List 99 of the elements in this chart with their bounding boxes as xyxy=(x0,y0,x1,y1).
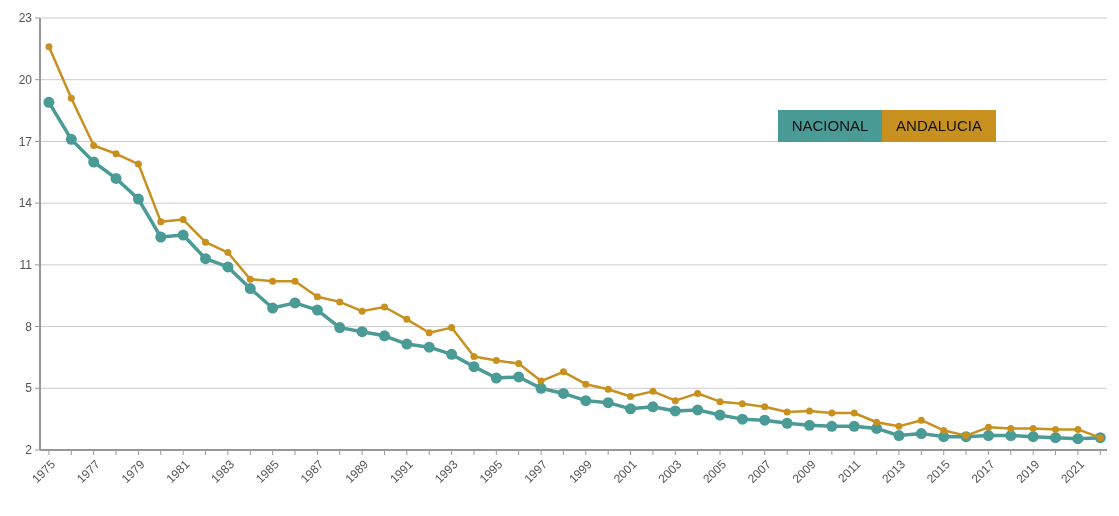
point xyxy=(984,423,992,431)
text: ANDALUCIA xyxy=(896,117,982,135)
point xyxy=(602,397,614,409)
point xyxy=(378,330,390,342)
point xyxy=(1029,424,1037,432)
point xyxy=(1052,425,1060,433)
point xyxy=(356,326,368,338)
point xyxy=(110,172,122,184)
point xyxy=(1072,433,1084,445)
point xyxy=(515,360,523,368)
point xyxy=(336,298,344,306)
point xyxy=(537,377,545,385)
point xyxy=(244,283,256,295)
point xyxy=(915,428,927,440)
point xyxy=(88,156,100,168)
point xyxy=(982,430,994,442)
point xyxy=(401,338,413,350)
point xyxy=(738,400,746,408)
point xyxy=(490,372,502,384)
point xyxy=(358,307,366,315)
point xyxy=(291,277,299,285)
point xyxy=(759,414,771,426)
point xyxy=(649,387,657,395)
point xyxy=(805,407,813,415)
point xyxy=(582,380,590,388)
point xyxy=(67,94,75,102)
y-tick-label: 8 xyxy=(25,319,33,334)
point xyxy=(557,387,569,399)
point xyxy=(224,249,232,257)
point xyxy=(90,142,98,150)
y-tick-label: 23 xyxy=(18,11,33,26)
text: NACIONAL xyxy=(791,117,869,135)
point xyxy=(269,277,277,285)
point xyxy=(446,348,458,360)
point xyxy=(625,403,637,415)
point xyxy=(470,352,478,360)
point xyxy=(714,409,726,421)
point xyxy=(311,304,323,316)
point xyxy=(647,401,659,413)
point xyxy=(580,395,592,407)
point xyxy=(1074,425,1082,433)
y-tick-label: 20 xyxy=(18,72,33,87)
point xyxy=(134,160,142,168)
point xyxy=(200,253,212,265)
point xyxy=(692,404,704,416)
point xyxy=(267,302,279,314)
point xyxy=(559,368,567,376)
point xyxy=(246,275,254,283)
point xyxy=(783,408,791,416)
point xyxy=(289,297,301,309)
point xyxy=(425,329,433,337)
point xyxy=(873,418,881,426)
y-tick-label: 2 xyxy=(25,443,33,458)
point xyxy=(940,426,948,434)
point xyxy=(895,422,903,430)
point xyxy=(157,218,165,226)
point xyxy=(1050,432,1062,444)
point xyxy=(112,150,120,158)
point xyxy=(132,193,144,205)
point xyxy=(917,416,925,424)
point xyxy=(694,389,702,397)
point xyxy=(781,417,793,429)
point xyxy=(313,293,321,301)
point xyxy=(1007,424,1015,432)
point xyxy=(403,315,411,323)
y-tick-label: 14 xyxy=(18,196,33,211)
y-tick-label: 17 xyxy=(18,134,33,149)
point xyxy=(1005,430,1017,442)
point xyxy=(45,43,53,51)
point xyxy=(155,231,167,243)
y-tick-label: 5 xyxy=(25,381,33,396)
point xyxy=(448,324,456,332)
y-tick-label: 11 xyxy=(19,258,33,273)
point xyxy=(1027,431,1039,443)
point xyxy=(671,397,679,405)
point xyxy=(828,409,836,417)
point xyxy=(513,371,525,383)
point xyxy=(716,398,724,406)
point xyxy=(604,385,612,393)
point xyxy=(334,322,346,334)
point xyxy=(492,357,500,365)
point xyxy=(179,216,187,224)
point xyxy=(627,393,635,401)
point xyxy=(761,403,769,411)
point xyxy=(736,413,748,425)
point xyxy=(423,341,435,353)
point xyxy=(669,405,681,417)
point xyxy=(468,361,480,373)
point xyxy=(222,261,234,273)
point xyxy=(177,229,189,241)
point xyxy=(803,419,815,431)
point xyxy=(202,238,210,246)
point xyxy=(43,96,55,108)
point xyxy=(826,420,838,432)
point xyxy=(848,420,860,432)
point xyxy=(850,409,858,417)
point xyxy=(380,303,388,311)
point xyxy=(893,430,905,442)
point xyxy=(65,133,77,145)
